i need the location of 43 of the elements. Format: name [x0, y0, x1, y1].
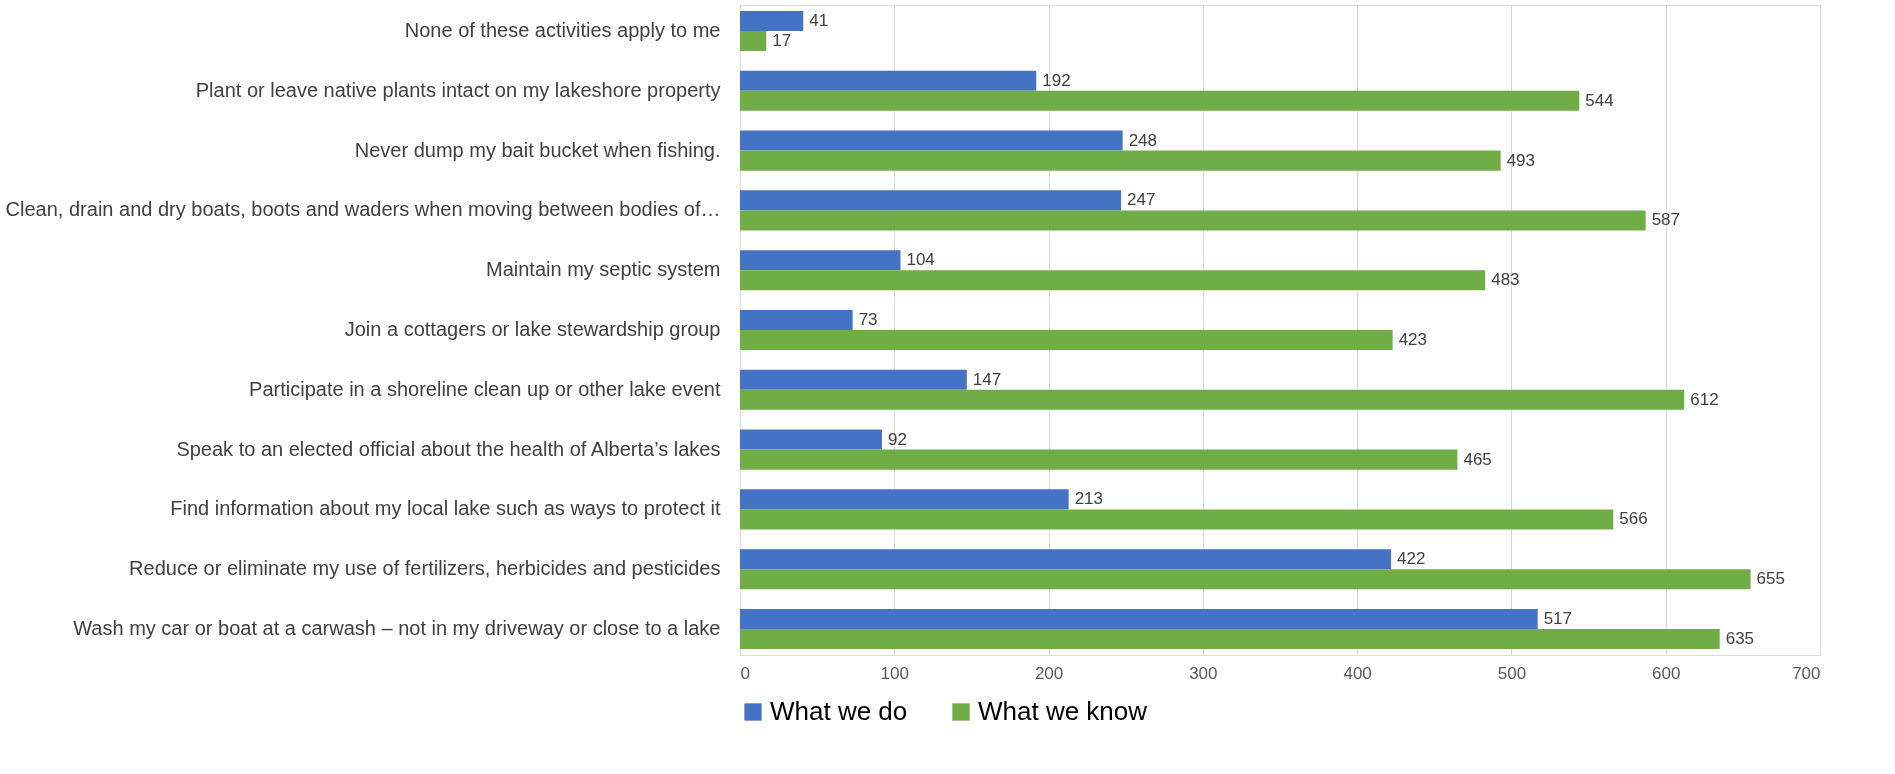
y-tick-label: Find information about my local lake such as ways to protect it: [170, 497, 721, 520]
data-label: 587: [1651, 210, 1681, 230]
data-label: 544: [1585, 90, 1614, 110]
y-tick-label: Maintain my septic system: [485, 258, 721, 281]
y-tick-label: Reduce or eliminate my use of fertilizers, herbicides and pesticides: [129, 557, 721, 580]
y-tick-label: Speak to an elected official about the health of Alberta’s lakes: [176, 437, 721, 460]
data-label: 17: [772, 31, 792, 51]
x-tick-label: 0: [740, 663, 750, 683]
x-tick-label: 500: [1497, 663, 1527, 683]
data-label: 655: [1756, 569, 1785, 589]
data-label: 247: [1127, 190, 1156, 210]
y-tick-label: Never dump my bait bucket when fishing.: [354, 138, 721, 161]
data-label: 92: [887, 429, 907, 449]
data-label: 612: [1690, 389, 1719, 409]
x-tick-label: 300: [1189, 663, 1218, 683]
y-tick-label: Clean, drain and dry boats, boots and waders when moving between bodies of…: [5, 198, 721, 221]
data-label: 465: [1463, 449, 1492, 469]
y-tick-label: Plant or leave native plants intact on my lakeshore property: [195, 78, 721, 101]
data-label: 104: [906, 250, 935, 270]
data-label: 493: [1506, 150, 1535, 170]
data-label: 213: [1074, 489, 1103, 509]
data-label: 635: [1725, 629, 1755, 648]
y-tick-label: None of these activities apply to me: [404, 19, 721, 42]
x-tick-label: 400: [1343, 663, 1372, 683]
y-tick-label: Join a cottagers or lake stewardship group: [344, 318, 721, 340]
data-label: 192: [1042, 70, 1071, 90]
data-label: 483: [1491, 270, 1520, 290]
legend-label: What we do: [770, 696, 908, 726]
data-label: 566: [1619, 509, 1648, 529]
y-tick-label: Participate in a shoreline clean up or other lake event: [249, 377, 721, 400]
legend-label: What we know: [978, 696, 1148, 726]
x-tick-label: 100: [880, 663, 909, 683]
y-tick-label: Wash my car or boat at a carwash – not in my driveway or close to a lake: [73, 616, 721, 639]
data-label: 517: [1543, 608, 1573, 628]
data-label: 73: [858, 309, 878, 329]
x-tick-label: 600: [1652, 663, 1681, 683]
x-tick-label: 700: [1792, 663, 1821, 683]
data-label: 41: [809, 11, 829, 30]
data-label: 147: [972, 369, 1002, 389]
data-label: 248: [1128, 130, 1157, 150]
data-label: 423: [1398, 330, 1427, 350]
x-tick-label: 200: [1034, 663, 1064, 683]
data-label: 422: [1397, 549, 1426, 569]
